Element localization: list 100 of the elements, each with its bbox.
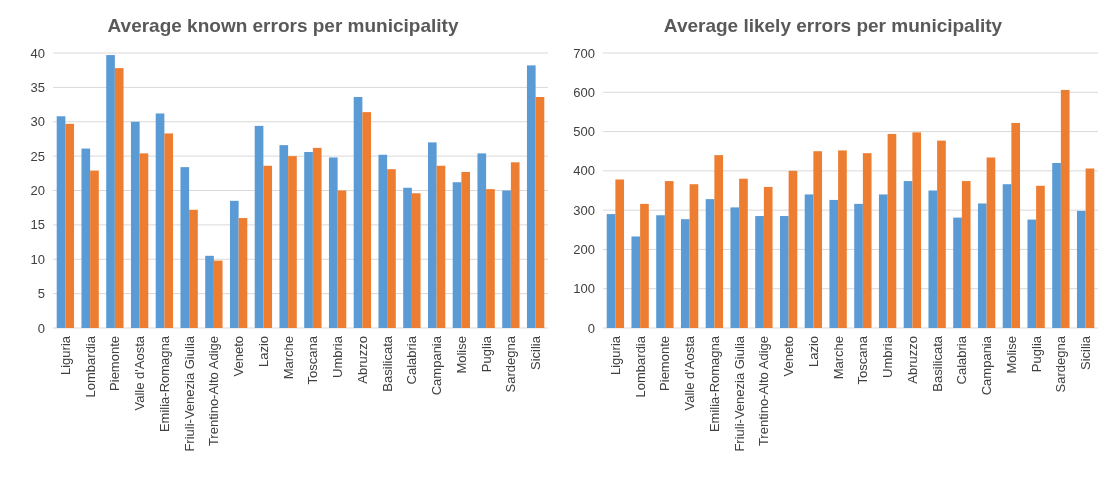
bar	[928, 190, 938, 328]
bar	[403, 187, 412, 328]
x-tick-label: Veneto	[231, 336, 247, 377]
bar	[304, 152, 313, 328]
bar	[739, 178, 748, 328]
x-tick-label: Basilicata	[379, 335, 395, 392]
x-tick-label: Toscana	[305, 335, 321, 385]
bar	[81, 148, 91, 328]
x-tick-label: Abruzzo	[904, 336, 920, 384]
bar	[189, 209, 198, 328]
bar	[887, 133, 897, 328]
y-tick-label: 600	[573, 84, 595, 100]
y-tick-label: 15	[30, 217, 45, 233]
bar	[788, 170, 798, 328]
bar	[362, 112, 372, 328]
x-tick-label: Lazio	[255, 336, 271, 368]
x-tick-label: Valle d'Aosta	[132, 335, 148, 411]
bar	[452, 182, 462, 328]
y-tick-label: 30	[30, 114, 45, 130]
x-tick-label: Friuli-Venezia Giulia	[731, 335, 747, 452]
bar	[288, 156, 297, 328]
bar	[411, 193, 421, 328]
y-tick-label: 10	[30, 251, 45, 267]
x-tick-label: Valle d'Aosta	[682, 335, 698, 411]
y-tick-label: 40	[30, 45, 45, 61]
y-tick-label: 200	[573, 241, 595, 257]
bar	[1002, 184, 1012, 328]
x-tick-label: Puglia	[1028, 335, 1044, 373]
x-tick-label: Sardegna	[1053, 335, 1069, 393]
x-tick-label: Umbria	[330, 335, 346, 378]
x-tick-label: Molise	[1003, 336, 1019, 374]
bar	[1036, 185, 1045, 328]
bar	[526, 65, 536, 328]
bar	[1060, 89, 1070, 328]
bar	[312, 147, 322, 328]
x-tick-label: Toscana	[855, 335, 871, 385]
bar	[535, 97, 545, 328]
bar	[353, 97, 363, 328]
bar	[986, 157, 996, 328]
bar	[1085, 168, 1095, 328]
bar	[714, 155, 724, 328]
bar	[755, 216, 764, 328]
bar	[862, 153, 872, 328]
y-tick-label: 400	[573, 163, 595, 179]
bar	[279, 145, 289, 328]
bar	[838, 150, 847, 328]
bar	[615, 179, 625, 328]
bar	[912, 132, 922, 328]
bar	[155, 113, 165, 328]
bar	[730, 207, 740, 328]
y-tick-label: 100	[573, 281, 595, 297]
y-tick-label: 20	[30, 183, 45, 199]
bar	[779, 216, 789, 328]
x-tick-label: Basilicata	[929, 335, 945, 392]
bar	[427, 142, 437, 328]
bar	[1076, 210, 1086, 328]
bar	[961, 181, 971, 328]
x-tick-label: Piemonte	[657, 336, 673, 391]
x-tick-label: Trentino-Alto Adige	[206, 336, 222, 447]
bar	[977, 203, 987, 328]
bar	[804, 194, 814, 328]
bar	[90, 170, 99, 328]
x-tick-label: Lombardia	[632, 335, 648, 398]
x-tick-label: Calabria	[954, 335, 970, 385]
bar	[238, 218, 248, 328]
y-tick-label: 700	[573, 45, 595, 61]
x-tick-label: Emilia-Romagna	[706, 335, 722, 433]
x-tick-label: Calabria	[404, 335, 420, 385]
bar	[254, 125, 264, 328]
bar	[763, 186, 773, 328]
x-tick-label: Veneto	[781, 336, 797, 377]
bar	[664, 181, 674, 328]
bar	[486, 189, 495, 328]
x-tick-label: Piemonte	[107, 336, 123, 391]
x-tick-label: Campania	[429, 335, 445, 396]
x-tick-label: Trentino-Alto Adige	[756, 336, 772, 447]
bar	[1027, 219, 1037, 328]
x-tick-label: Puglia	[478, 335, 494, 373]
bar	[903, 181, 913, 328]
x-tick-label: Umbria	[880, 335, 896, 378]
bar	[631, 236, 641, 328]
bar	[205, 255, 214, 328]
bar	[813, 151, 823, 328]
y-tick-label: 0	[37, 320, 45, 336]
bar	[114, 68, 124, 328]
bar	[510, 162, 520, 328]
bar	[263, 165, 273, 328]
bar	[387, 169, 396, 328]
bar	[829, 199, 839, 328]
bar	[477, 153, 487, 328]
x-tick-label: Molise	[453, 336, 469, 374]
bar	[854, 203, 863, 328]
y-tick-label: 35	[30, 79, 45, 95]
bar	[328, 157, 338, 328]
x-tick-label: Sicilia	[1078, 335, 1094, 370]
bar	[606, 214, 616, 328]
bar	[337, 190, 347, 328]
bar	[680, 219, 690, 328]
x-tick-label: Campania	[979, 335, 995, 396]
x-tick-label: Sicilia	[528, 335, 544, 370]
